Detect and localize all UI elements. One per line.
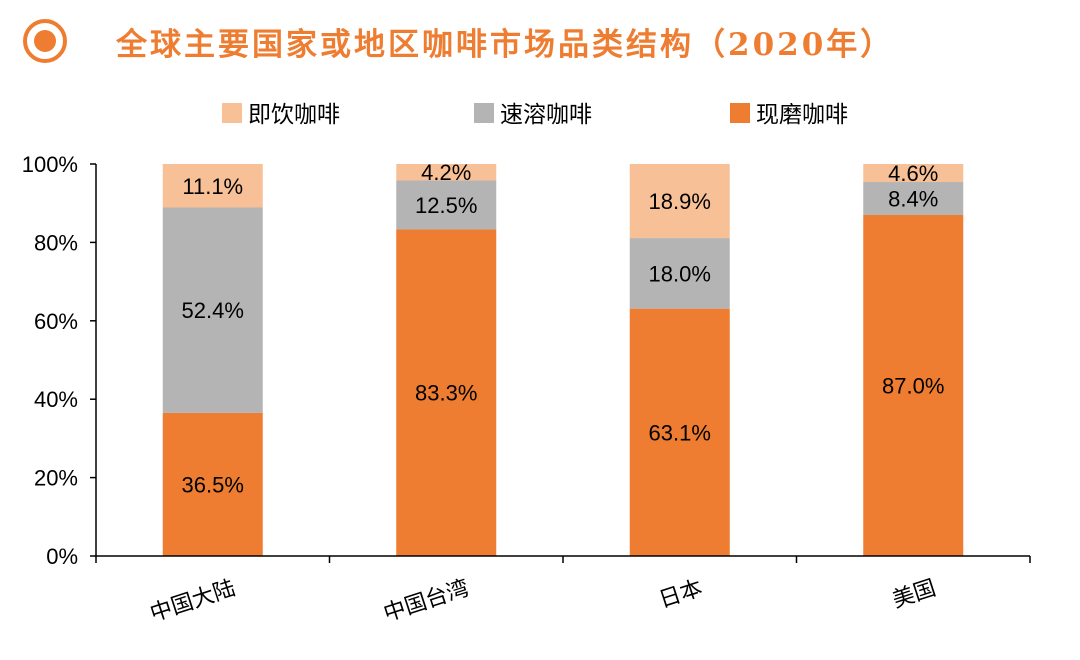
chart-title: 全球主要国家或地区咖啡市场品类结构（2020年） — [116, 26, 895, 63]
bar-segment — [863, 164, 964, 183]
x-axis: 中国大陆 中国台湾 日本 美国 — [95, 555, 1031, 627]
data-label: 18.0% — [649, 261, 711, 286]
chart-legend: 即饮咖啡 速溶咖啡 现磨咖啡 — [222, 102, 848, 128]
x-category-label: 日本 — [656, 576, 706, 613]
data-label: 4.2% — [421, 160, 471, 185]
legend-item: 现磨咖啡 — [730, 102, 848, 128]
y-tick-label: 0% — [46, 544, 78, 569]
bar-segment — [396, 229, 497, 557]
data-label: 52.4% — [182, 298, 244, 323]
data-label: 12.5% — [415, 193, 477, 218]
legend-label: 即饮咖啡 — [248, 102, 340, 128]
data-label: 83.3% — [415, 381, 477, 406]
legend-label: 速溶咖啡 — [500, 102, 592, 128]
bar-segment — [629, 164, 730, 239]
data-label: 18.9% — [649, 189, 711, 214]
data-label: 36.5% — [182, 472, 244, 497]
target-circle-icon — [23, 19, 67, 63]
bar-segment — [396, 164, 497, 181]
data-label: 63.1% — [649, 420, 711, 445]
y-tick-label: 40% — [34, 387, 78, 412]
bars-group: 36.5% 52.4% 11.1% 83.3% 12.5% 4.2% 63.1% 18.0% 1… — [162, 160, 964, 557]
legend-item: 速溶咖啡 — [474, 102, 592, 128]
data-label: 4.6% — [888, 161, 938, 186]
x-category-label: 中国大陆 — [147, 576, 238, 627]
legend-swatch — [474, 103, 494, 123]
bar-stack: 63.1% 18.0% 18.9% — [629, 164, 730, 556]
bar-segment — [162, 412, 263, 556]
bar-segment — [863, 214, 964, 556]
data-label: 8.4% — [888, 186, 938, 211]
data-label: 87.0% — [882, 373, 944, 398]
y-axis: 0% 20% 40% 60% 80% 100% — [22, 152, 97, 569]
y-tick-label: 60% — [34, 309, 78, 334]
legend-label: 现磨咖啡 — [756, 102, 848, 128]
y-tick-label: 20% — [34, 466, 78, 491]
legend-swatch — [730, 103, 750, 123]
legend-swatch — [222, 103, 242, 123]
bar-segment — [162, 207, 263, 413]
bar-segment — [863, 182, 964, 215]
bar-stack: 83.3% 12.5% 4.2% — [396, 160, 497, 557]
y-tick-label: 80% — [34, 230, 78, 255]
bar-segment — [396, 180, 497, 230]
bar-segment — [629, 308, 730, 556]
title-row: 全球主要国家或地区咖啡市场品类结构（2020年） — [22, 16, 894, 66]
y-tick-label: 100% — [22, 152, 78, 177]
bar-segment — [629, 238, 730, 309]
x-category-label: 美国 — [890, 576, 940, 613]
bar-stack: 87.0% 8.4%4.6% — [863, 161, 964, 556]
data-label: 11.1% — [182, 174, 243, 199]
bar-segment — [162, 164, 263, 208]
bar-stack: 36.5% 52.4% 11.1% — [162, 164, 263, 556]
legend-item: 即饮咖啡 — [222, 102, 340, 128]
x-category-label: 中国台湾 — [381, 576, 472, 627]
